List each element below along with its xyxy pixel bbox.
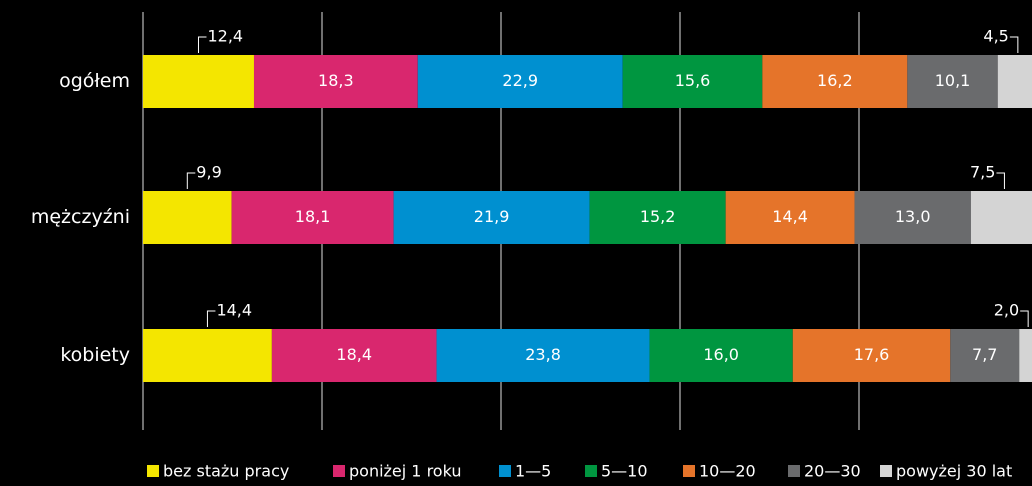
bar-segment: [253, 55, 418, 108]
label-leader: [1020, 310, 1029, 327]
legend-label: 5—10: [601, 462, 648, 481]
value-label: 22,9: [502, 71, 538, 90]
value-label: 10,1: [935, 71, 971, 90]
value-label: 16,0: [703, 345, 739, 364]
value-label: 14,4: [772, 207, 808, 226]
label-leader: [186, 172, 196, 189]
legend-label: 20—30: [804, 462, 861, 481]
value-label: 2,0: [994, 301, 1019, 320]
value-label: 13,0: [895, 207, 931, 226]
bar-segment: [950, 329, 1020, 382]
bar-segment: [436, 329, 650, 382]
legend-label: 10—20: [699, 462, 756, 481]
value-label: 18,3: [318, 71, 354, 90]
bar-segment: [649, 329, 793, 382]
legend-label: 1—5: [515, 462, 551, 481]
bar-segment: [143, 191, 232, 244]
value-label: 18,4: [336, 345, 372, 364]
legend-label: bez stażu pracy: [163, 462, 289, 481]
legend-swatch: [333, 465, 345, 477]
value-label: 12,4: [207, 27, 243, 46]
legend-label: powyżej 30 lat: [896, 462, 1012, 481]
legend-swatch: [788, 465, 800, 477]
bar-segment: [589, 191, 726, 244]
legend-swatch: [683, 465, 695, 477]
bar-segment: [854, 191, 971, 244]
bar-segment: [725, 191, 855, 244]
label-leader: [206, 310, 216, 327]
legend-swatch: [585, 465, 597, 477]
legend-swatch: [499, 465, 511, 477]
bar-segment: [997, 55, 1032, 108]
value-label: 15,6: [675, 71, 711, 90]
label-leader: [996, 172, 1005, 189]
bar-segment: [417, 55, 623, 108]
bar-segment: [907, 55, 998, 108]
legend-swatch: [880, 465, 892, 477]
bar-segment: [143, 55, 254, 108]
value-label: 17,6: [854, 345, 890, 364]
bar-segment: [762, 55, 908, 108]
bar-segment: [792, 329, 951, 382]
bar-segment: [231, 191, 394, 244]
value-label: 23,8: [525, 345, 561, 364]
label-leader: [197, 36, 207, 53]
legend-swatch: [147, 465, 159, 477]
value-label: 15,2: [640, 207, 676, 226]
bar-segment: [271, 329, 437, 382]
bar-segment: [143, 329, 272, 382]
value-label: 7,7: [972, 345, 997, 364]
bar-segment: [970, 191, 1032, 244]
category-label: mężczyźni: [31, 206, 130, 228]
bar-segment: [622, 55, 763, 108]
legend-label: poniżej 1 roku: [349, 462, 462, 481]
label-leader: [1009, 36, 1019, 53]
category-label: ogółem: [59, 70, 130, 92]
bar-segment: [1019, 329, 1032, 382]
value-label: 9,9: [196, 163, 221, 182]
value-label: 18,1: [295, 207, 331, 226]
category-label: kobiety: [60, 344, 130, 366]
value-label: 4,5: [983, 27, 1008, 46]
value-label: 21,9: [474, 207, 510, 226]
value-label: 7,5: [970, 163, 995, 182]
bar-segment: [393, 191, 590, 244]
value-label: 16,2: [817, 71, 853, 90]
value-label: 14,4: [216, 301, 252, 320]
